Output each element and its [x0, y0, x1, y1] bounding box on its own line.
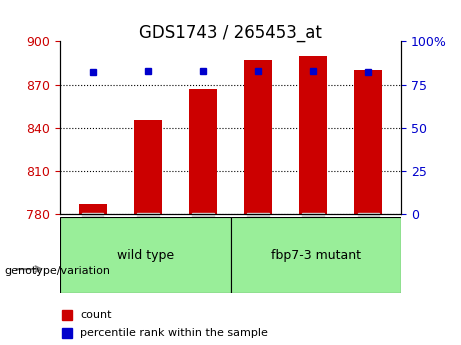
Bar	[355, 70, 382, 214]
Text: GDS1743 / 265453_at: GDS1743 / 265453_at	[139, 24, 322, 42]
Text: fbp7-3 mutant: fbp7-3 mutant	[271, 249, 361, 262]
Bar	[79, 204, 106, 214]
Text: percentile rank within the sample: percentile rank within the sample	[80, 328, 268, 338]
Bar	[134, 120, 162, 214]
Text: wild type: wild type	[117, 249, 174, 262]
FancyBboxPatch shape	[230, 217, 401, 293]
Text: genotype/variation: genotype/variation	[5, 266, 111, 276]
Bar	[299, 56, 327, 214]
Bar	[244, 60, 272, 214]
FancyBboxPatch shape	[60, 217, 230, 293]
Bar	[189, 89, 217, 214]
Text: count: count	[80, 310, 112, 319]
